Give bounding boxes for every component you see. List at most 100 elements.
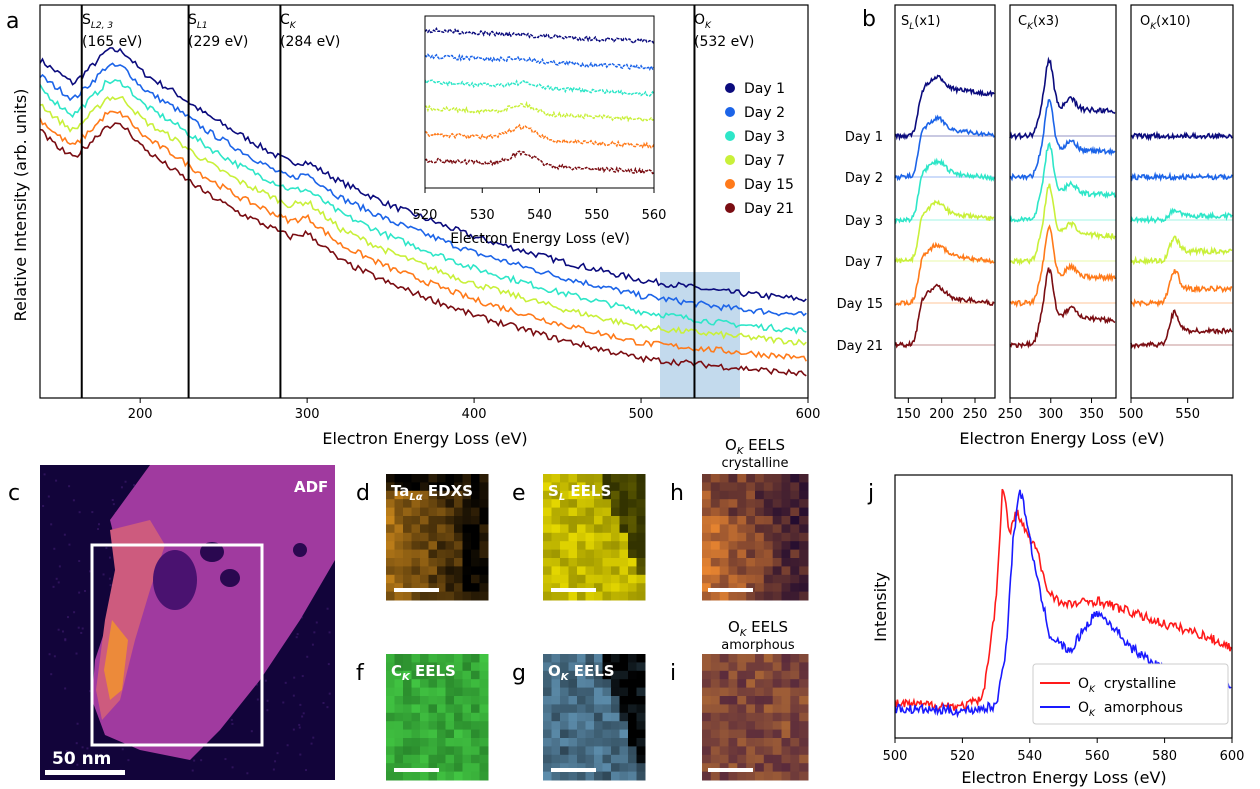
map-pixel <box>551 549 561 559</box>
b-row-label-day-21: Day 21 <box>837 339 883 354</box>
map-pixel <box>594 687 603 697</box>
b-tick-label: 250 <box>998 407 1023 422</box>
map-pixel <box>394 729 404 739</box>
map-pixel <box>628 516 637 525</box>
map-pixel <box>551 541 561 551</box>
map-pixel <box>551 566 561 576</box>
map-pixel <box>728 566 738 576</box>
map-g-label: OK EELS <box>548 662 615 683</box>
map-pixel <box>394 574 404 584</box>
b-series-1-day-15 <box>1010 224 1116 309</box>
map-pixel <box>560 662 569 672</box>
noise-pixel <box>43 473 46 476</box>
map-pixel <box>710 721 721 731</box>
map-pixel <box>585 591 595 601</box>
noise-pixel <box>282 701 285 704</box>
map-pixel <box>772 574 782 584</box>
noise-pixel <box>292 728 295 731</box>
map-pixel <box>710 532 721 542</box>
map-pixel <box>445 482 455 492</box>
edge-label-ck: CK <box>280 12 297 31</box>
map-pixel <box>420 574 429 584</box>
map-pixel <box>799 591 809 601</box>
map-pixel <box>585 516 595 525</box>
map-pixel <box>702 763 712 773</box>
map-pixel <box>445 516 455 525</box>
map-pixel <box>437 712 446 722</box>
map-pixel <box>702 670 712 680</box>
map-pixel <box>781 679 791 689</box>
legend-label-day-3: Day 3 <box>744 129 785 145</box>
map-i-title: OK EELS <box>728 618 788 639</box>
noise-pixel <box>61 630 64 633</box>
map-pixel <box>394 591 404 601</box>
map-pixel <box>719 738 729 747</box>
map-pixel <box>551 712 561 722</box>
edge-label-s23: SL2, 3 <box>82 12 113 31</box>
panel-b-xlabel: Electron Energy Loss (eV) <box>959 429 1164 448</box>
map-pixel <box>411 574 421 584</box>
map-pixel <box>746 490 756 500</box>
map-pixel <box>403 474 412 483</box>
map-pixel <box>420 729 429 739</box>
panel-b-series-group <box>894 56 1233 350</box>
legend-marker-day-15 <box>725 179 735 189</box>
map-pixel <box>619 499 629 509</box>
map-pixel <box>746 738 756 747</box>
map-pixel <box>462 754 472 764</box>
map-pixel <box>628 721 637 731</box>
map-pixel <box>702 532 712 542</box>
b-series-2-day-7 <box>1130 235 1233 266</box>
map-pixel <box>445 746 455 756</box>
map-pixel <box>543 558 552 567</box>
map-pixel <box>454 558 463 567</box>
map-pixel <box>602 687 612 697</box>
map-pixel <box>394 549 404 559</box>
map-pixel <box>737 566 747 576</box>
map-pixel <box>394 679 404 689</box>
map-pixel <box>560 679 569 689</box>
edge-label-ok: OK <box>694 12 712 31</box>
map-pixel <box>636 541 646 551</box>
map-pixel <box>551 516 561 525</box>
map-pixel <box>543 583 552 593</box>
map-pixel <box>386 583 395 593</box>
noise-pixel <box>91 511 94 514</box>
map-pixel <box>471 474 480 483</box>
map-pixel <box>737 583 747 593</box>
map-pixel <box>428 712 438 722</box>
map-pixel <box>479 532 489 542</box>
map-pixel <box>719 696 729 705</box>
map-pixel <box>755 558 765 567</box>
map-pixel <box>454 662 463 672</box>
map-pixel <box>728 558 738 567</box>
map-pixel <box>445 654 455 663</box>
map-pixel <box>728 499 738 509</box>
map-pixel <box>628 712 637 722</box>
map-pixel <box>790 558 800 567</box>
map-pixel <box>611 583 620 593</box>
map-pixel <box>755 490 765 500</box>
map-pixel <box>437 541 446 551</box>
map-pixel <box>636 712 646 722</box>
map-pixel <box>772 558 782 567</box>
map-pixel <box>619 679 629 689</box>
map-pixel <box>585 474 595 483</box>
series-line-day-1 <box>40 47 807 303</box>
noise-pixel <box>246 772 249 775</box>
map-pixel <box>790 541 800 551</box>
map-pixel <box>394 662 404 672</box>
map-pixel <box>602 490 612 500</box>
map-pixel <box>479 507 489 517</box>
map-pixel <box>737 532 747 542</box>
panel-b-title-s: SL(x1) <box>901 14 940 32</box>
map-pixel <box>781 696 791 705</box>
map-pixel <box>568 532 578 542</box>
map-pixel <box>790 729 800 739</box>
map-pixel <box>799 482 809 492</box>
map-pixel <box>755 687 765 697</box>
map-pixel <box>755 516 765 525</box>
map-pixel <box>428 662 438 672</box>
map-pixel <box>394 532 404 542</box>
map-pixel <box>611 474 620 483</box>
